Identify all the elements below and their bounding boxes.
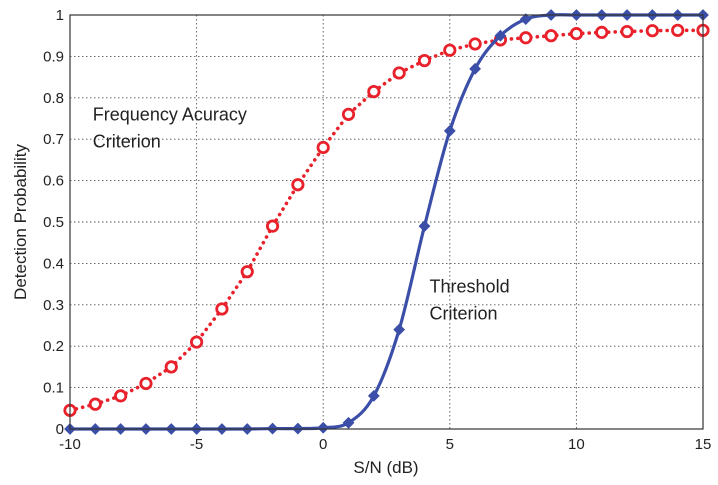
annotation-line: Frequency Acuracy <box>93 105 247 125</box>
data-point <box>443 43 457 57</box>
data-point <box>240 265 254 279</box>
data-point <box>139 376 153 391</box>
annotation-line: Criterion <box>93 132 161 152</box>
data-point <box>519 31 533 45</box>
data-point <box>367 84 381 99</box>
y-tick-label: 0.4 <box>43 255 64 272</box>
data-point <box>468 37 482 51</box>
data-point <box>367 389 380 402</box>
x-tick-label: -10 <box>59 436 81 453</box>
data-point <box>595 25 609 39</box>
data-point <box>392 66 406 80</box>
data-point <box>469 62 482 75</box>
annotation-2: Threshold Criterion <box>430 276 510 323</box>
data-point <box>645 24 659 38</box>
y-axis-label: Detection Probability <box>11 144 30 300</box>
data-point <box>317 421 330 434</box>
annotation-line: Criterion <box>430 303 498 323</box>
y-tick-label: 0.9 <box>43 48 64 65</box>
y-tick-label: 0.7 <box>43 131 64 148</box>
data-point <box>88 397 102 411</box>
x-tick-label: 10 <box>568 436 585 453</box>
x-tick-label: -5 <box>190 436 203 453</box>
series-1 <box>63 23 710 417</box>
data-point <box>341 107 356 121</box>
data-point <box>393 323 406 336</box>
data-point <box>265 219 280 233</box>
data-point <box>114 389 128 403</box>
y-tick-label: 0.1 <box>43 380 64 397</box>
x-tick-label: 0 <box>319 436 327 453</box>
data-point <box>418 220 431 233</box>
data-point <box>620 24 634 39</box>
x-tick-label: 5 <box>446 436 454 453</box>
data-point <box>190 335 204 349</box>
data-point <box>519 13 532 26</box>
tick-labels: -10 -5 0 5 10 15 0 0.1 0.2 0.3 0.4 0.5 0.6 0.7 0.8 0.9 1 <box>43 7 711 453</box>
y-tick-label: 0.5 <box>43 214 64 231</box>
plot-frame <box>69 14 704 430</box>
data-point <box>417 53 432 68</box>
data-point <box>316 140 330 155</box>
series-line <box>68 28 705 413</box>
y-tick-label: 0.2 <box>43 338 64 355</box>
data-point <box>342 416 355 429</box>
grid <box>70 15 703 429</box>
annotation-1: Frequency Acuracy Criterion <box>93 105 247 152</box>
annotation-line: Threshold <box>430 276 510 296</box>
y-tick-label: 0.6 <box>43 173 64 190</box>
y-tick-label: 0.8 <box>43 90 64 107</box>
x-axis-label: S/N (dB) <box>353 458 418 477</box>
data-point <box>494 29 507 42</box>
data-point <box>544 29 558 43</box>
data-point <box>215 302 229 316</box>
x-tick-label: 15 <box>695 436 712 453</box>
data-point <box>291 178 305 192</box>
y-tick-label: 0 <box>56 421 64 438</box>
y-tick-label: 0.3 <box>43 297 64 314</box>
y-tick-label: 1 <box>56 7 64 24</box>
annotations: Frequency Acuracy Criterion Threshold Crite… <box>93 105 510 324</box>
data-point <box>164 360 178 374</box>
data-point <box>569 27 584 41</box>
data-point <box>671 23 685 37</box>
data-point <box>443 125 456 137</box>
